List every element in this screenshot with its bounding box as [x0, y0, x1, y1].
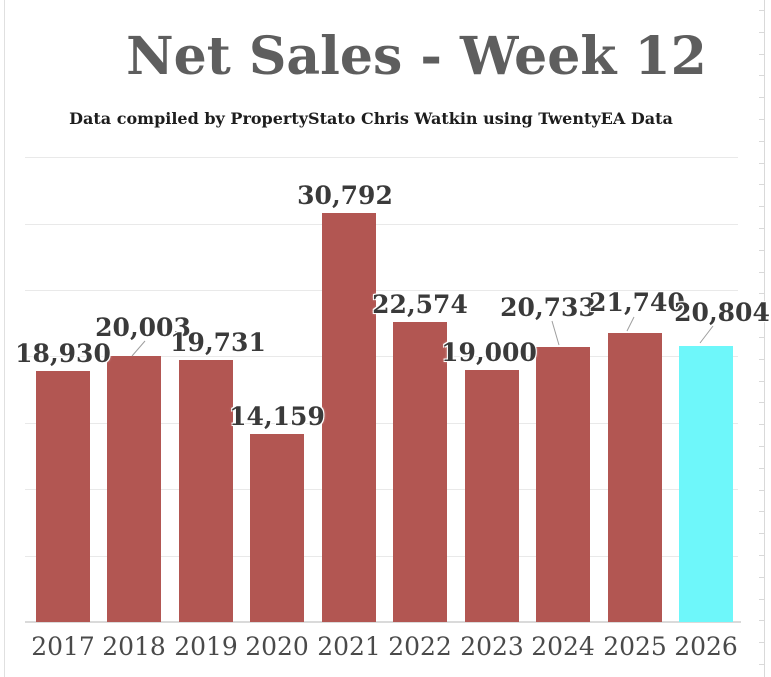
gridline	[25, 489, 738, 490]
bar-value-label-2017: 18,930	[15, 339, 111, 368]
ruler-tick	[759, 555, 764, 556]
ruler-tick	[759, 381, 764, 382]
x-axis-label-2022: 2022	[388, 632, 452, 661]
bar-2018	[107, 356, 161, 622]
bar-2022	[393, 322, 447, 622]
ruler-tick	[759, 359, 764, 360]
chart-subtitle: Data compiled by PropertyStato Chris Wat…	[69, 109, 673, 128]
ruler-tick	[759, 511, 764, 512]
bar-2020	[250, 434, 304, 622]
gridline	[25, 224, 738, 225]
leader-line-2024	[551, 320, 560, 346]
ruler-tick	[759, 163, 764, 164]
ruler-tick	[759, 141, 764, 142]
x-axis-label-2024: 2024	[531, 632, 595, 661]
bar-value-label-2022: 22,574	[372, 290, 468, 319]
ruler-tick	[759, 184, 764, 185]
ruler-tick	[759, 424, 764, 425]
x-axis-label-2020: 2020	[245, 632, 309, 661]
x-axis-label-2025: 2025	[603, 632, 667, 661]
ruler-tick	[759, 533, 764, 534]
leader-line-2018	[131, 340, 146, 357]
x-axis-label-2021: 2021	[317, 632, 381, 661]
ruler-tick	[759, 577, 764, 578]
ruler-tick	[759, 206, 764, 207]
bar-2021	[322, 213, 376, 622]
ruler-tick	[759, 337, 764, 338]
bar-value-label-2026: 20,804	[674, 298, 770, 327]
ruler-tick	[759, 97, 764, 98]
ruler-tick	[759, 75, 764, 76]
ruler-tick	[759, 293, 764, 294]
x-axis-label-2018: 2018	[102, 632, 166, 661]
bar-2017	[36, 371, 90, 622]
bar-2024	[536, 347, 590, 622]
ruler-tick	[759, 272, 764, 273]
window-left-border	[4, 0, 5, 677]
bar-2025	[608, 333, 662, 622]
ruler-tick	[759, 119, 764, 120]
bar-2019	[179, 360, 233, 622]
leader-line-2026	[699, 325, 714, 344]
window-right-border	[764, 0, 765, 677]
gridline	[25, 290, 738, 291]
ruler-tick	[759, 468, 764, 469]
bar-value-label-2019: 19,731	[170, 328, 266, 357]
bar-2026	[679, 346, 733, 622]
ruler-tick	[759, 54, 764, 55]
gridline	[25, 356, 738, 357]
bar-value-label-2020: 14,159	[229, 402, 325, 431]
ruler-tick	[759, 10, 764, 11]
gridline	[25, 157, 738, 158]
ruler-tick	[759, 664, 764, 665]
gridline	[25, 423, 738, 424]
ruler-tick	[759, 250, 764, 251]
x-axis-label-2026: 2026	[674, 632, 738, 661]
ruler-tick	[759, 315, 764, 316]
bar-value-label-2023: 19,000	[441, 338, 537, 367]
bar-value-label-2024: 20,733	[500, 293, 596, 322]
bar-value-label-2025: 21,740	[589, 288, 685, 317]
x-axis-label-2019: 2019	[174, 632, 238, 661]
x-axis-label-2023: 2023	[460, 632, 524, 661]
ruler-tick	[759, 490, 764, 491]
ruler-tick	[759, 32, 764, 33]
gridline	[25, 556, 738, 557]
bar-value-label-2021: 30,792	[297, 181, 393, 210]
ruler-tick	[759, 402, 764, 403]
ruler-tick	[759, 620, 764, 621]
chart-title: Net Sales - Week 12	[126, 26, 707, 87]
ruler-tick	[759, 228, 764, 229]
ruler-tick	[759, 642, 764, 643]
leader-line-2025	[626, 316, 635, 332]
bar-2023	[465, 370, 519, 622]
x-axis-baseline	[25, 621, 741, 623]
bar-value-label-2018: 20,003	[95, 313, 191, 342]
ruler-tick	[759, 446, 764, 447]
x-axis-label-2017: 2017	[31, 632, 95, 661]
ruler-tick	[759, 599, 764, 600]
